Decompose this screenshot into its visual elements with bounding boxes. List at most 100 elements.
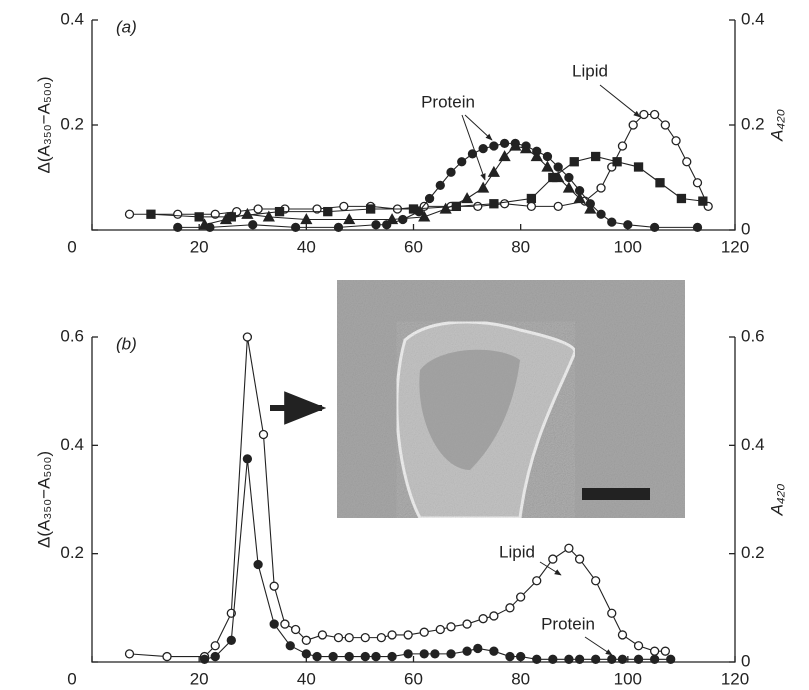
marker [126, 650, 134, 658]
marker [447, 623, 455, 631]
figure: 0204060801001200.20.400.20.4Δ(A₃₅₀−A₅₀₀)… [0, 0, 809, 690]
y2-tick-label: 0.6 [741, 326, 765, 345]
marker [490, 142, 498, 150]
marker [656, 179, 664, 187]
panel-label: (a) [116, 17, 137, 36]
y2-tick-label: 0 [741, 651, 750, 670]
x-tick-label: 120 [721, 237, 749, 256]
marker [570, 158, 578, 166]
marker [431, 650, 439, 658]
marker [592, 655, 600, 663]
annotation: Lipid [572, 61, 608, 80]
marker [527, 195, 535, 203]
marker [517, 653, 525, 661]
annotation-arrow [585, 637, 612, 655]
marker [468, 150, 476, 158]
y2-axis-label: A₄₂₀ [767, 109, 786, 142]
marker [302, 636, 310, 644]
marker [243, 455, 251, 463]
axes [92, 20, 735, 230]
marker [147, 210, 155, 218]
marker [292, 626, 300, 634]
marker [399, 216, 407, 224]
marker [270, 582, 278, 590]
marker [479, 145, 487, 153]
marker [372, 653, 380, 661]
x-tick-label: 20 [190, 237, 209, 256]
marker [361, 634, 369, 642]
marker [554, 163, 562, 171]
marker [651, 655, 659, 663]
marker [174, 223, 182, 231]
marker [163, 653, 171, 661]
marker [447, 650, 455, 658]
marker [565, 655, 573, 663]
marker [243, 333, 251, 341]
marker [211, 653, 219, 661]
marker [463, 647, 471, 655]
marker [404, 650, 412, 658]
marker [420, 628, 428, 636]
marker [651, 223, 659, 231]
annotation: Protein [421, 92, 475, 111]
marker [608, 218, 616, 226]
marker [463, 620, 471, 628]
marker [345, 653, 353, 661]
y-axis-label: Δ(A₃₅₀−A₅₀₀) [34, 451, 53, 548]
marker [388, 653, 396, 661]
marker [377, 634, 385, 642]
marker [367, 205, 375, 213]
x-tick-label: 100 [614, 237, 642, 256]
marker [318, 631, 326, 639]
marker [699, 197, 707, 205]
marker [436, 181, 444, 189]
marker [543, 153, 551, 161]
marker [651, 111, 659, 119]
marker [677, 195, 685, 203]
y-tick-label: 0.4 [60, 9, 84, 28]
marker [533, 655, 541, 663]
marker [410, 205, 418, 213]
marker [490, 647, 498, 655]
marker [302, 650, 310, 658]
y2-axis-label: A₄₂₀ [767, 484, 786, 517]
y-tick-label: 0.6 [60, 326, 84, 345]
marker [447, 168, 455, 176]
x-tick-label: 100 [614, 669, 642, 688]
marker [462, 194, 472, 203]
marker [345, 634, 353, 642]
marker [490, 612, 498, 620]
marker [174, 210, 182, 218]
marker [313, 653, 321, 661]
marker [661, 647, 669, 655]
marker [254, 205, 262, 213]
marker [635, 642, 643, 650]
marker [452, 202, 460, 210]
marker [388, 631, 396, 639]
y2-tick-label: 0.2 [741, 543, 765, 562]
marker [195, 213, 203, 221]
marker [249, 221, 257, 229]
y2-tick-label: 0 [741, 219, 750, 238]
marker [254, 561, 262, 569]
marker [549, 555, 557, 563]
x-tick-label: 60 [404, 669, 423, 688]
marker [517, 593, 525, 601]
marker [533, 577, 541, 585]
marker [201, 655, 209, 663]
marker [549, 655, 557, 663]
marker [661, 121, 669, 129]
marker [436, 626, 444, 634]
marker [651, 647, 659, 655]
marker [576, 655, 584, 663]
y2-tick-label: 0.4 [741, 9, 765, 28]
marker [329, 653, 337, 661]
annotation-arrow [600, 85, 640, 117]
marker [597, 184, 605, 192]
marker [286, 642, 294, 650]
marker [420, 650, 428, 658]
marker [667, 655, 675, 663]
marker [501, 200, 509, 208]
marker [683, 158, 691, 166]
marker [292, 223, 300, 231]
